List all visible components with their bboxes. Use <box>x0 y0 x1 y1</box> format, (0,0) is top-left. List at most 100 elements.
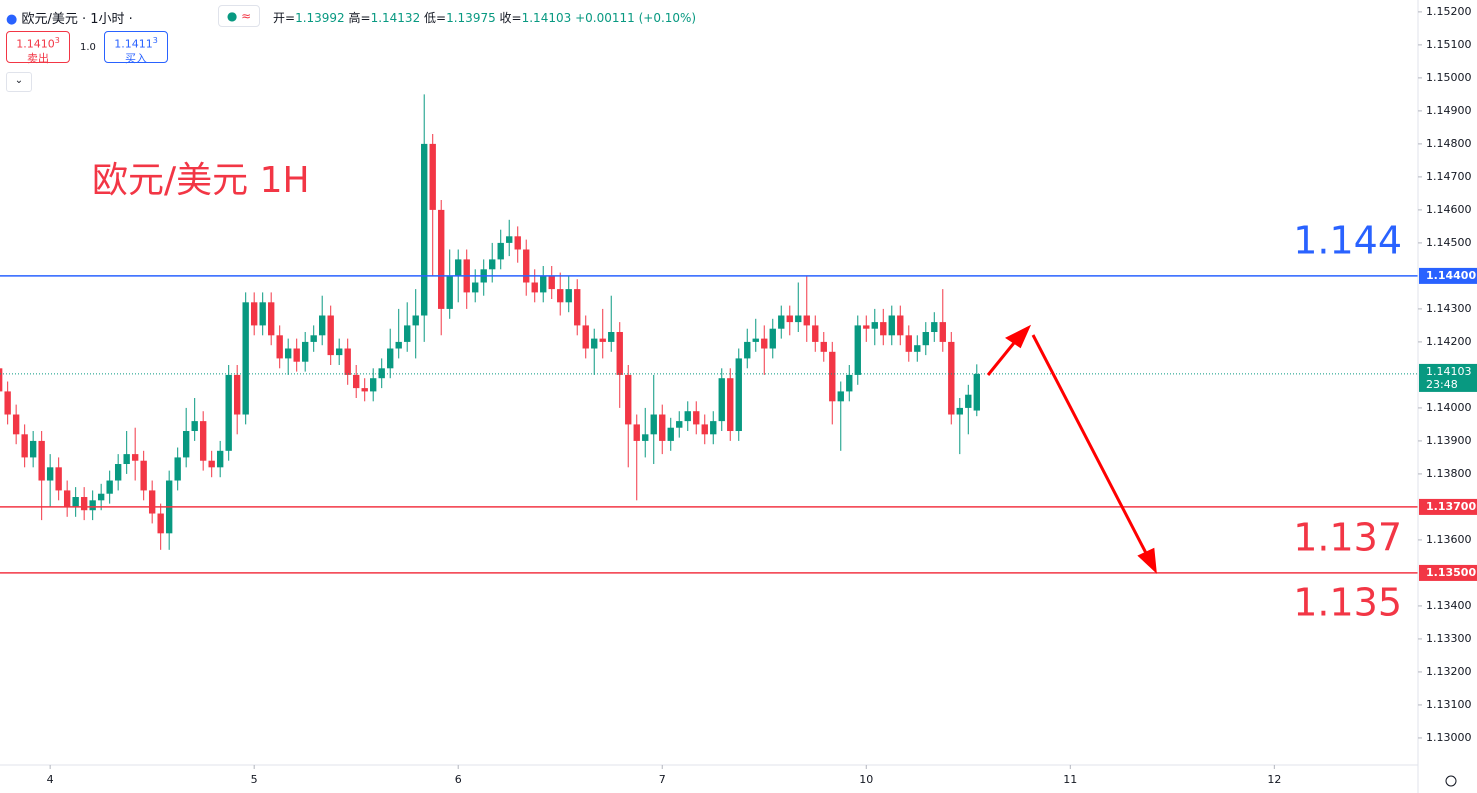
candle-body <box>46 467 54 481</box>
arrow-down <box>1031 334 1149 556</box>
symbol-text: 欧元/美元 · 1小时 · <box>21 12 133 27</box>
y-tick-label: 1.15200 <box>1426 5 1472 18</box>
ohlc-label: 收= <box>499 11 522 25</box>
change-pct: (+0.10%) <box>638 11 697 25</box>
candle-body <box>472 282 479 293</box>
candle-body <box>216 450 224 468</box>
sell-price: 1.1410 <box>16 37 55 51</box>
candle-body <box>72 497 79 507</box>
candle-body <box>97 493 105 501</box>
candle-body <box>361 388 368 392</box>
buy-price: 1.1411 <box>114 37 153 51</box>
status[interactable]: ● ≈ <box>218 5 260 27</box>
candle-body <box>429 143 436 210</box>
candle-body <box>242 302 249 415</box>
candle-body <box>557 289 564 303</box>
candle-body <box>336 348 343 356</box>
candle-body <box>718 378 725 422</box>
candle-body <box>310 335 317 342</box>
candle-body <box>650 414 657 435</box>
candle-body <box>939 322 946 342</box>
last-price-tag <box>1419 363 1477 392</box>
y-tick-label: 1.14500 <box>1426 236 1472 249</box>
candle-body <box>89 500 96 511</box>
ohlc-label: 开= <box>273 11 296 25</box>
annotation: 欧元/美元 1H <box>92 160 310 201</box>
candle-body <box>854 325 861 375</box>
x-tick-label: 4 <box>47 773 54 786</box>
candle-body <box>616 332 623 375</box>
y-tick-label: 1.14200 <box>1426 335 1472 348</box>
candle-body <box>710 421 717 435</box>
arrow-up <box>986 337 1020 376</box>
x-tick-label: 12 <box>1267 773 1281 786</box>
candle-body <box>837 391 844 402</box>
spread: 1.0 <box>80 42 96 53</box>
sell-button[interactable]: 1.14103 卖出 <box>6 31 70 65</box>
y-tick-label: 1.14600 <box>1426 203 1472 216</box>
settings-icon[interactable] <box>1445 775 1457 787</box>
candle-body <box>701 424 708 435</box>
candle-body <box>191 421 198 432</box>
candle-body <box>302 341 309 362</box>
candle-body <box>353 374 360 389</box>
candle-body <box>642 434 649 441</box>
ohlc-label: 低= <box>424 11 447 25</box>
candle-body <box>608 332 615 342</box>
candle-body <box>80 497 88 511</box>
candle-body <box>344 348 351 375</box>
candle-body <box>820 341 827 352</box>
plot <box>0 94 1418 574</box>
x-tick-label: 5 <box>251 773 258 786</box>
candle-body <box>106 480 113 494</box>
candle-body <box>182 431 190 458</box>
candle-body <box>327 315 334 356</box>
candle-body <box>29 440 37 458</box>
candle-body <box>956 407 963 415</box>
level-tag <box>1419 498 1477 515</box>
level-tag <box>1419 564 1477 581</box>
candle-body <box>531 282 538 293</box>
y-tick-label: 1.13900 <box>1426 434 1472 447</box>
buy-button[interactable]: 1.14113 买入 <box>104 31 168 65</box>
y-tick-label: 1.13800 <box>1426 467 1472 480</box>
candle-body <box>829 351 836 402</box>
candle-body <box>582 325 589 349</box>
candle-body <box>965 394 972 408</box>
x-tick-label: 6 <box>455 773 462 786</box>
flag: ● <box>6 12 18 27</box>
candle-body <box>63 490 71 507</box>
candle-body <box>565 289 572 303</box>
y-tick-label: 1.13400 <box>1426 599 1472 612</box>
candle-body <box>795 315 802 323</box>
y-tick-label: 1.13200 <box>1426 665 1472 678</box>
candle-body <box>404 325 411 342</box>
candle-body <box>548 275 555 290</box>
candle-body <box>667 427 674 441</box>
collapse-button[interactable]: ⌄ <box>6 72 32 92</box>
y-tick-label: 1.15000 <box>1426 71 1472 84</box>
x-tick-label: 11 <box>1063 773 1077 786</box>
candle-body <box>684 411 691 422</box>
candle-body <box>514 236 521 250</box>
candle-body <box>38 440 45 481</box>
candle-body <box>931 322 938 333</box>
candle-body <box>438 209 445 309</box>
candle-body <box>233 374 241 415</box>
candle-body <box>387 348 394 369</box>
candle-body <box>948 341 955 415</box>
candle-body <box>693 411 700 425</box>
candle-body <box>897 315 904 336</box>
ohlc-value: 1.14103 <box>521 11 572 25</box>
last-price-label: 1.14103 <box>1426 365 1472 378</box>
candle-body <box>250 302 258 326</box>
candle-body <box>633 424 640 441</box>
candle-body <box>506 236 513 243</box>
candle-body <box>863 325 870 329</box>
candle-body <box>727 378 734 432</box>
candle-body <box>412 315 419 326</box>
candle-body <box>769 328 776 349</box>
candle-body <box>625 374 632 425</box>
